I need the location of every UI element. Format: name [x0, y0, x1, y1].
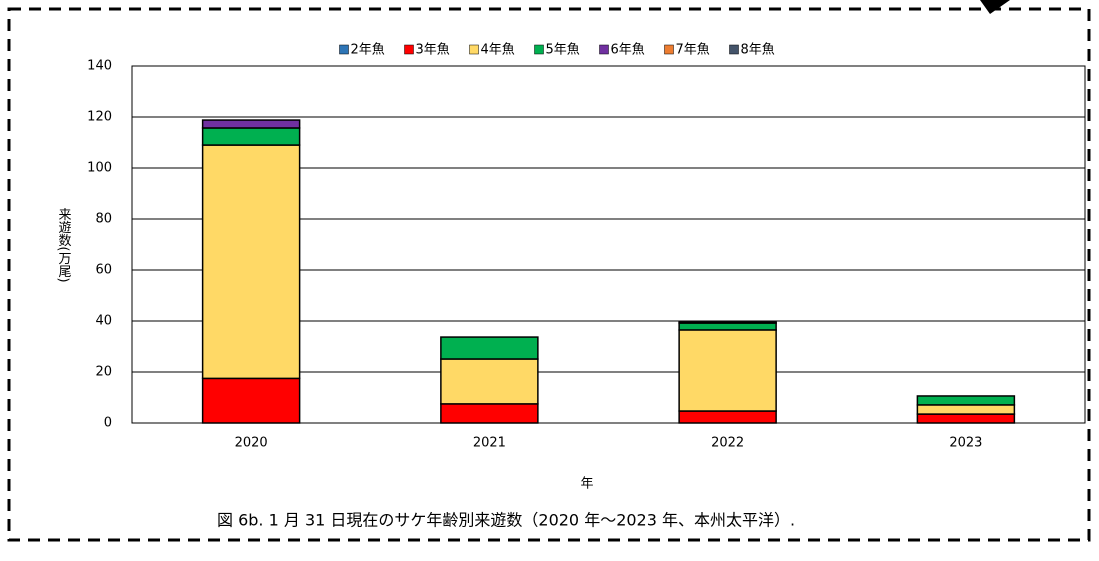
legend-label: 5年魚 — [546, 43, 580, 58]
y-tick-label: 100 — [87, 161, 112, 176]
legend-label: 6年魚 — [611, 43, 645, 58]
bar-segment — [201, 144, 301, 380]
bar-segment — [916, 413, 1016, 424]
frame — [7, 7, 1091, 542]
y-tick-label: 0 — [104, 416, 112, 431]
legend-label: 8年魚 — [741, 43, 775, 58]
bar-segment — [440, 403, 539, 424]
bar-segment — [201, 119, 301, 129]
x-tick-label: 2022 — [711, 436, 744, 451]
bar-segment — [201, 377, 301, 424]
bar-segment — [440, 358, 539, 405]
plot-border — [131, 65, 1086, 424]
y-tick-label: 60 — [95, 263, 112, 278]
y-tick-label: 140 — [87, 59, 112, 74]
legend-swatch — [469, 44, 479, 55]
x-tick-label: 2021 — [473, 436, 506, 451]
legend-swatch — [599, 44, 609, 55]
legend-label: 2年魚 — [351, 43, 385, 58]
arrow — [980, 0, 1010, 14]
bar-segment — [201, 127, 301, 146]
x-tick-label: 2023 — [949, 436, 982, 451]
y-tick-label: 20 — [95, 365, 112, 380]
legend-label: 3年魚 — [416, 43, 450, 58]
bar-segment — [678, 329, 777, 412]
caption: 図 6b. 1 月 31 日現在のサケ年齢別来遊数（2020 年～2023 年、… — [217, 511, 795, 530]
bar-segment — [440, 336, 539, 360]
bar-segment — [678, 321, 777, 324]
legend-label: 7年魚 — [676, 43, 710, 58]
bar-segment — [916, 404, 1016, 415]
x-axis-label: 年 — [580, 477, 593, 492]
legend-swatch — [664, 44, 674, 55]
bar-segment — [678, 410, 777, 424]
bar-segment — [678, 322, 777, 331]
legend-swatch — [404, 44, 414, 55]
legend-swatch — [339, 44, 349, 55]
y-tick-label: 40 — [95, 314, 112, 329]
bar-segment — [916, 395, 1016, 406]
x-tick-label: 2020 — [235, 436, 268, 451]
y-axis-label: 来遊数(万尾) — [56, 207, 72, 282]
y-tick-label: 120 — [87, 110, 112, 125]
legend-swatch — [534, 44, 544, 55]
legend-swatch — [729, 44, 739, 55]
legend-label: 4年魚 — [481, 43, 515, 58]
y-tick-label: 80 — [95, 212, 112, 227]
